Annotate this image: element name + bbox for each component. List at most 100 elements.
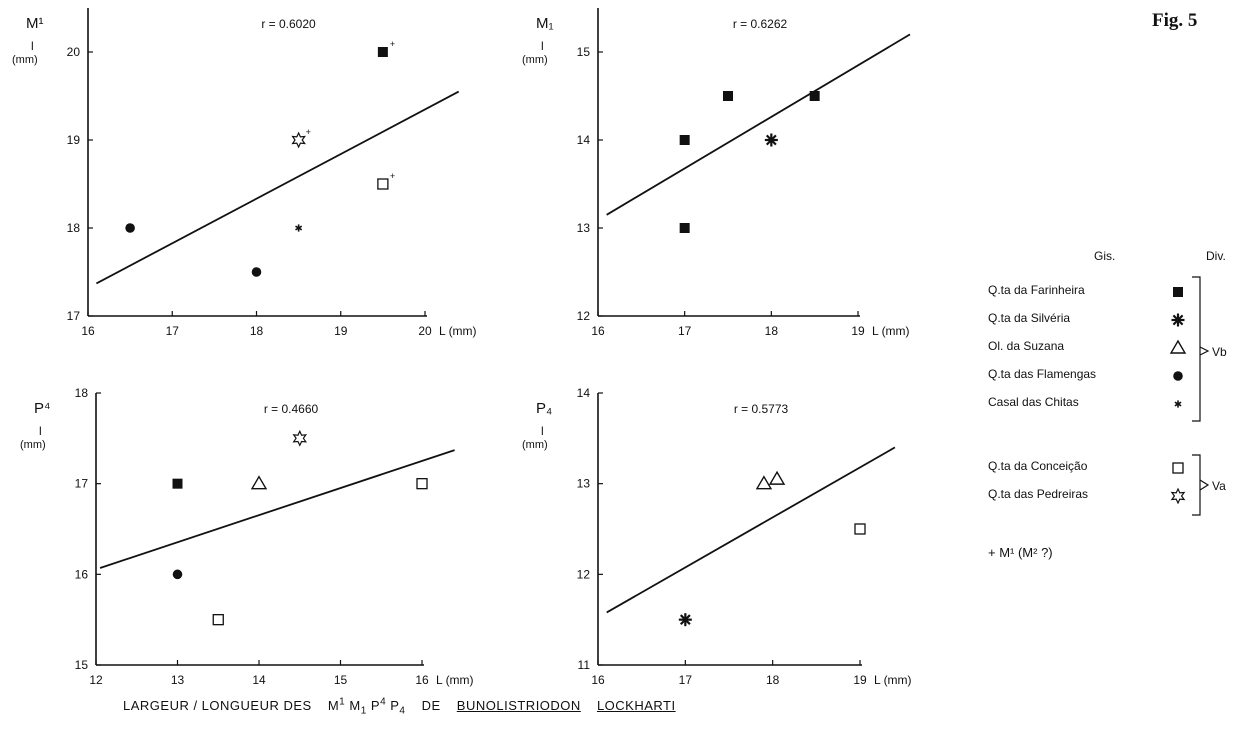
x-tick-label: 12 [89,673,103,687]
marker-filled-square-icon [679,135,690,145]
legend-item: Q.ta da Conceição [976,457,1246,479]
data-point [172,569,183,580]
marker-filled-square-icon [377,47,388,57]
marker-small-star-icon [1174,400,1182,408]
marker-small-star-icon [295,224,303,232]
data-point [125,223,135,233]
small-star-icon [1174,400,1182,408]
legend-item: Q.ta da Farinheira [976,281,1246,303]
marker-filled-circle-icon [125,223,135,233]
legend-item-label: Q.ta das Pedreiras [988,487,1089,501]
x-tick-label: 17 [166,324,180,338]
legend-item: Q.ta da Silvéria [976,309,1246,331]
y-tick-label: 18 [75,386,89,400]
caption-prefix: LARGEUR / LONGUEUR DES [123,698,312,714]
marker-filled-square-icon [1173,287,1183,297]
marker-open-square-icon [377,178,389,190]
x-tick-label: 16 [591,324,605,338]
regression-line [606,446,896,614]
y-axis-unit: (mm) [12,54,38,66]
chart-panel-P_lower4: 16 17 18 19 11 12 13 14 L (mm) P₄ l(mm) r = 0.5773 [522,386,912,687]
figure-label: Fig. 5 [1152,10,1198,31]
marker-filled-circle-icon [172,569,183,580]
data-point [755,475,773,490]
regression-line [606,33,911,216]
legend-item: Q.ta das Pedreiras [976,485,1246,507]
legend-group-vb: Vb [1212,345,1227,359]
marker-open-triangle-icon [768,470,786,485]
open-star-icon [1170,487,1186,504]
y-tick-label: 12 [577,567,591,581]
data-point [678,613,692,627]
chart-panel-P_upper4: 12 13 14 15 16 15 16 17 18 L (mm) P⁴ l(mm) r = 0.466… [20,386,474,687]
data-point [172,478,183,489]
open-square-icon [1172,462,1184,474]
x-tick-label: 16 [81,324,95,338]
legend-item: Q.ta das Flamengas [976,365,1246,387]
y-tick-label: 20 [67,45,81,59]
y-tick-label: 15 [75,658,89,672]
legend-note: + M¹ (M² ?) [988,545,1053,560]
x-tick-label: 17 [678,324,692,338]
x-tick-label: 18 [765,324,779,338]
x-tick-label: 15 [334,673,348,687]
chart-panel-M_lower1: 16 17 18 19 12 13 14 15 L (mm) M₁ l(mm) r = 0.6262 [522,8,911,338]
x-tick-label: 18 [766,673,780,687]
data-point [292,429,308,447]
data-point [679,223,690,233]
data-point [768,470,786,485]
data-point [416,478,428,490]
legend-brackets [1192,276,1210,516]
caption-de: DE [421,698,441,714]
marker-asterisk-burst-icon [678,613,692,627]
y-tick-label: 17 [75,477,89,491]
data-point [764,133,778,147]
y-axis-sublabel: l [541,39,544,53]
legend-item-label: Q.ta das Flamengas [988,367,1097,381]
y-axis-unit: (mm) [522,439,548,451]
data-point [250,475,268,490]
y-tick-label: 11 [578,658,591,672]
y-tick-label: 15 [577,45,591,59]
y-tick-label: 19 [67,133,81,147]
x-tick-label: 16 [591,673,605,687]
marker-asterisk-burst-icon [764,133,778,147]
data-point [723,91,733,101]
y-axis-sublabel: l [39,424,42,438]
point-plus-marker: + [306,127,311,137]
legend: Gis. Div. Q.ta da Farinheira Q.ta da Silv… [976,245,1246,575]
regression-line [96,90,460,285]
correlation-label: r = 0.6020 [261,17,316,31]
legend-header-div: Div. [1206,249,1226,263]
filled-circle-icon [1173,371,1183,381]
y-axis-label: P₄ [536,400,552,417]
marker-open-triangle-icon [755,475,773,490]
marker-open-star-icon [291,131,306,149]
x-tick-label: 19 [851,324,865,338]
y-tick-label: 13 [577,221,591,235]
legend-header-gis: Gis. [1094,249,1116,263]
data-point [809,91,820,101]
y-axis-unit: (mm) [20,439,46,451]
legend-item-label: Casal das Chitas [988,395,1079,409]
y-axis-label: M₁ [536,15,554,32]
y-tick-label: 13 [577,477,591,491]
correlation-label: r = 0.5773 [734,402,789,416]
point-plus-marker: + [390,39,395,49]
y-axis-sublabel: l [31,39,34,53]
caption-genus: BUNOLISTRIODON [456,698,581,714]
data-point [295,224,303,232]
marker-open-square-icon [854,523,866,535]
x-tick-label: 14 [252,673,266,687]
data-point [251,267,262,277]
marker-open-triangle-icon [1169,339,1187,354]
marker-filled-square-icon [809,91,820,101]
y-tick-label: 17 [67,309,81,323]
caption-teeth: M1 M1 P4 P4 [327,697,406,717]
data-point [212,614,224,626]
x-axis-label: L (mm) [439,324,477,338]
marker-open-square-icon [1172,462,1184,474]
asterisk-burst-icon [1171,313,1185,327]
